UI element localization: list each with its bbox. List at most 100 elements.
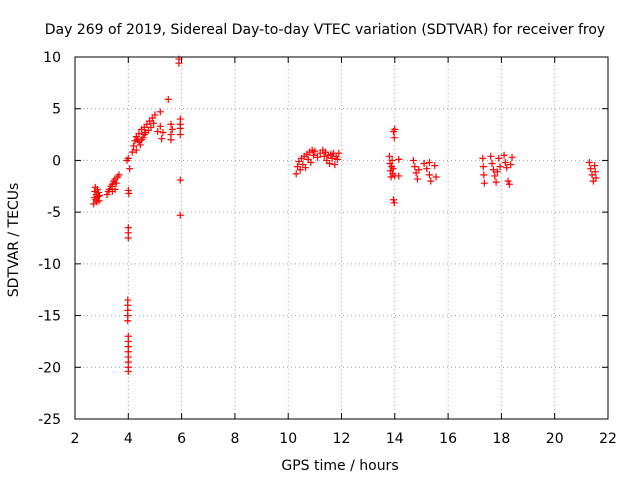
data-point: [507, 161, 515, 169]
data-point: [176, 124, 184, 132]
data-point: [585, 158, 593, 166]
data-point: [431, 162, 439, 170]
y-tick-label: 5: [52, 102, 61, 118]
data-point: [167, 120, 175, 128]
data-point: [479, 154, 487, 162]
data-point: [389, 165, 397, 173]
y-tick-label: -20: [38, 360, 61, 376]
x-tick-label: 6: [177, 431, 186, 447]
data-point: [115, 171, 123, 179]
data-point: [500, 151, 508, 159]
data-point: [124, 154, 132, 162]
data-point: [480, 171, 488, 179]
y-axis-label: SDTVAR / TECUs: [6, 183, 22, 298]
data-point: [124, 367, 132, 375]
data-point: [302, 164, 310, 172]
x-tick-label: 12: [333, 431, 351, 447]
data-point: [503, 164, 511, 172]
data-point: [591, 168, 599, 176]
data-point: [491, 172, 499, 180]
data-point: [320, 152, 328, 160]
data-point: [147, 123, 155, 131]
data-point: [415, 166, 423, 174]
data-point: [409, 156, 417, 164]
data-point: [504, 177, 512, 185]
data-point: [167, 136, 175, 144]
data-point: [130, 142, 138, 150]
data-point: [588, 171, 596, 179]
x-tick-label: 16: [439, 431, 457, 447]
data-point: [427, 177, 435, 185]
data-point: [136, 141, 144, 149]
data-point: [175, 59, 183, 67]
data-point: [176, 176, 184, 184]
data-point: [423, 165, 431, 173]
x-tick-label: 18: [492, 431, 510, 447]
data-point: [112, 179, 120, 187]
y-tick-label: 0: [52, 153, 61, 169]
y-tick-label: -10: [38, 257, 61, 273]
data-point: [296, 166, 304, 174]
data-point: [292, 170, 300, 178]
x-tick-label: 20: [546, 431, 564, 447]
data-point: [395, 172, 403, 180]
data-point: [93, 185, 101, 193]
data-point: [591, 162, 599, 170]
data-point: [495, 154, 503, 162]
data-point: [126, 165, 134, 173]
data-point: [592, 174, 600, 182]
data-point: [385, 152, 393, 160]
data-point: [108, 180, 116, 188]
data-point: [395, 155, 403, 163]
data-point: [487, 152, 495, 160]
data-point: [310, 151, 318, 159]
data-point: [125, 190, 133, 198]
data-point: [128, 148, 136, 156]
grid: [75, 57, 608, 419]
data-point: [154, 127, 162, 135]
x-tick-label: 8: [230, 431, 239, 447]
data-point: [388, 156, 396, 164]
y-tick-label: -25: [38, 412, 61, 428]
data-point: [411, 163, 419, 171]
data-point: [335, 149, 343, 157]
data-point: [151, 111, 159, 119]
x-tick-label: 10: [279, 431, 297, 447]
data-point: [311, 147, 319, 155]
data-point: [425, 158, 433, 166]
data-point: [176, 211, 184, 219]
data-point: [156, 108, 164, 116]
data-points: [90, 55, 600, 375]
data-point: [132, 146, 140, 154]
y-tick-label: -5: [47, 205, 61, 221]
data-point: [307, 158, 315, 166]
data-point: [420, 160, 428, 168]
y-axis: 10 5 0 -5 -10 -15 -20 -25: [38, 50, 608, 428]
data-point: [124, 234, 132, 242]
data-point: [176, 131, 184, 139]
data-point: [488, 160, 496, 168]
data-point: [413, 175, 421, 183]
data-point: [390, 199, 398, 207]
data-point: [505, 180, 513, 188]
data-point: [389, 196, 397, 204]
data-point: [328, 154, 336, 162]
data-point: [96, 192, 104, 200]
chart-title: Day 269 of 2019, Sidereal Day-to-day VTE…: [45, 22, 605, 38]
data-point: [587, 165, 595, 173]
data-point: [164, 95, 172, 103]
x-tick-label: 2: [71, 431, 80, 447]
data-point: [94, 188, 102, 196]
data-point: [334, 155, 342, 163]
data-point: [492, 178, 500, 186]
data-point: [158, 135, 166, 143]
x-tick-label: 14: [386, 431, 404, 447]
data-point: [496, 163, 504, 171]
data-point: [159, 129, 167, 137]
data-point: [489, 166, 497, 174]
data-point: [103, 191, 111, 199]
data-point: [501, 158, 509, 166]
data-point: [391, 125, 399, 133]
y-tick-label: -15: [38, 309, 61, 325]
data-point: [314, 153, 322, 161]
